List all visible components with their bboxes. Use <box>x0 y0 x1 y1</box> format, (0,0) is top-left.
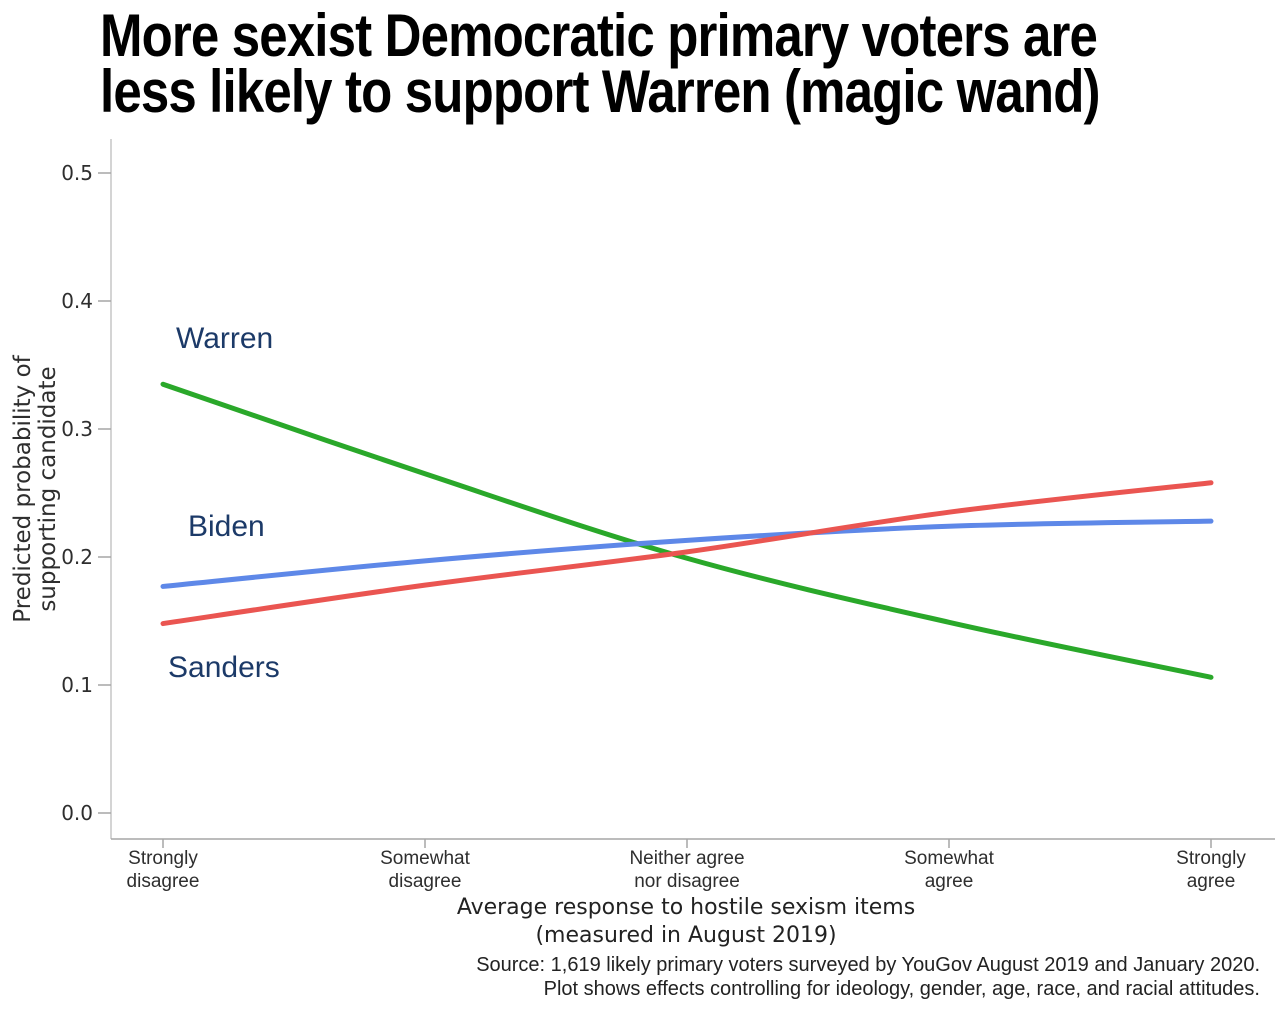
x-tick-label-line: disagree <box>126 871 200 892</box>
x-tick-label-line: Somewhat <box>904 848 994 869</box>
y-tick-label: 0.3 <box>61 417 93 441</box>
x-tick-label-line: Somewhat <box>380 848 470 869</box>
biden-line <box>160 518 1214 589</box>
chart-title-line-2: less likely to support Warren (magic wan… <box>100 58 1100 125</box>
source-caption-line-2: Plot shows effects controlling for ideol… <box>543 978 1260 1000</box>
x-tick-label-line: disagree <box>388 871 462 892</box>
x-axis-title-line-2: (measured in August 2019) <box>535 923 837 948</box>
x-tick-label-line: Strongly <box>128 848 198 869</box>
x-tick-label-line: nor disagree <box>634 871 740 892</box>
x-tick-label: Somewhat agree <box>849 847 1049 893</box>
source-caption-line-1: Source: 1,619 likely primary voters surv… <box>476 954 1260 976</box>
series-label-sanders: Sanders <box>168 651 280 684</box>
x-tick-label: Strongly agree <box>1111 847 1275 893</box>
sanders-line <box>160 480 1214 627</box>
chart-title-line-1: More sexist Democratic primary voters ar… <box>100 2 1098 69</box>
y-tick-label: 0.5 <box>61 161 93 185</box>
x-tick-label-line: agree <box>1186 871 1236 892</box>
x-tick-label: Neither agree nor disagree <box>587 847 787 893</box>
x-axis-title-line-1: Average response to hostile sexism items <box>456 895 916 920</box>
series-label-warren: Warren <box>176 322 274 355</box>
y-tick-label: 0.4 <box>61 289 93 313</box>
x-tick-label: Strongly disagree <box>63 847 263 893</box>
x-tick-label: Somewhat disagree <box>325 847 525 893</box>
y-axis-title: Predicted probability of supporting cand… <box>10 355 61 623</box>
x-tick-label-line: Neither agree <box>629 848 745 869</box>
warren-line <box>160 381 1214 680</box>
series-label-biden: Biden <box>188 510 265 543</box>
chart-title: More sexist Democratic primary voters ar… <box>100 2 1100 125</box>
y-tick-label: 0.1 <box>61 673 93 697</box>
x-tick-label-line: agree <box>924 871 974 892</box>
x-tick-label-line: Strongly <box>1176 848 1246 869</box>
x-axis-title: Average response to hostile sexism items… <box>111 894 1261 950</box>
y-axis-title-line-2: supporting candidate <box>35 366 61 612</box>
y-tick-label: 0.2 <box>61 545 93 569</box>
source-caption: Source: 1,619 likely primary voters surv… <box>476 953 1260 1001</box>
y-axis-title-line-1: Predicted probability of <box>10 355 36 623</box>
y-tick-label: 0.0 <box>61 801 93 825</box>
